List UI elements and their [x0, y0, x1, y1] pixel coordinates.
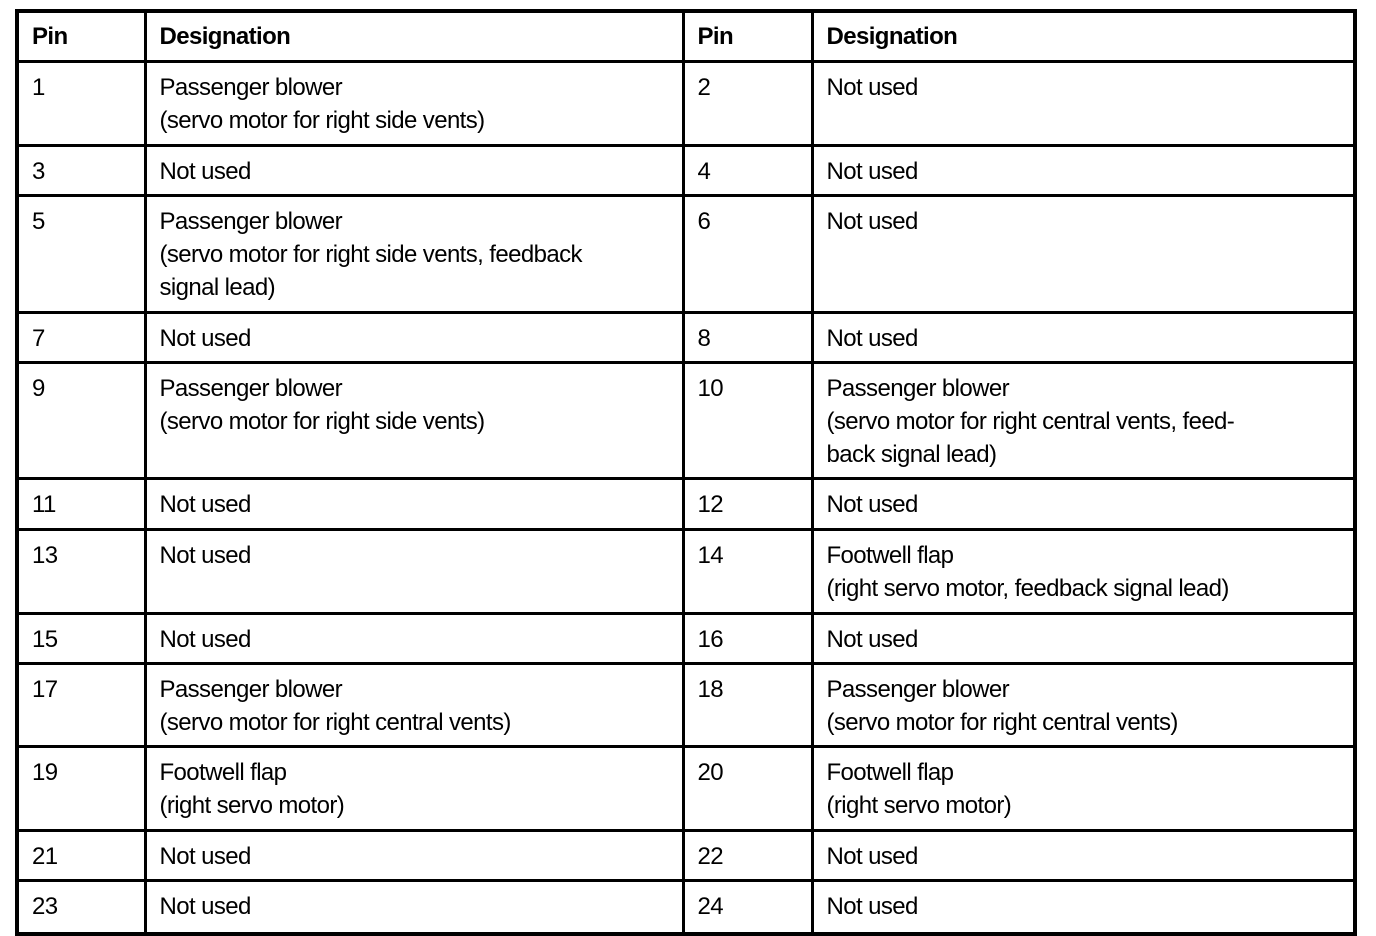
pin-cell: 4 — [681, 144, 814, 197]
pin-cell: 15 — [15, 612, 147, 665]
pin-cell: 21 — [15, 829, 147, 882]
table-header-row: Pin Designation Pin Designation — [15, 9, 1357, 63]
designation-cell: Passenger blower (servo motor for right … — [143, 662, 685, 748]
designation-cell: Footwell flap (right servo motor, feedba… — [810, 528, 1357, 615]
table-row: 9 Passenger blower (servo motor for righ… — [15, 361, 1357, 480]
pin-cell: 2 — [681, 60, 814, 147]
designation-cell: Not used — [143, 311, 685, 364]
designation-cell: Not used — [810, 144, 1357, 197]
designation-cell: Footwell flap (right servo motor) — [143, 745, 685, 832]
designation-cell: Not used — [143, 829, 685, 882]
pin-cell: 10 — [681, 361, 814, 480]
header-designation-right: Designation — [810, 9, 1357, 63]
pin-cell: 1 — [15, 60, 147, 147]
designation-cell: Not used — [810, 60, 1357, 147]
header-pin-left: Pin — [15, 9, 147, 63]
pin-cell: 3 — [15, 144, 147, 197]
table-row: 13 Not used 14 Footwell flap (right serv… — [15, 528, 1357, 615]
designation-cell: Not used — [810, 311, 1357, 364]
designation-cell: Passenger blower (servo motor for right … — [810, 662, 1357, 748]
table-row: 17 Passenger blower (servo motor for rig… — [15, 662, 1357, 748]
pin-cell: 6 — [681, 194, 814, 314]
pin-cell: 11 — [15, 477, 147, 531]
pin-designation-table: Pin Designation Pin Designation 1 Passen… — [15, 9, 1357, 936]
designation-cell: Passenger blower (servo motor for right … — [143, 361, 685, 480]
pin-cell: 8 — [681, 311, 814, 364]
pin-cell: 9 — [15, 361, 147, 480]
designation-cell: Not used — [143, 612, 685, 665]
pin-cell: 5 — [15, 194, 147, 314]
designation-cell: Not used — [810, 612, 1357, 665]
designation-cell: Not used — [810, 477, 1357, 531]
table-row: 7 Not used 8 Not used — [15, 311, 1357, 364]
pin-cell: 19 — [15, 745, 147, 832]
designation-cell: Not used — [810, 194, 1357, 314]
designation-cell: Passenger blower (servo motor for right … — [143, 60, 685, 147]
pin-cell: 18 — [681, 662, 814, 748]
table-row: 11 Not used 12 Not used — [15, 477, 1357, 531]
table-row: 1 Passenger blower (servo motor for righ… — [15, 60, 1357, 147]
designation-cell: Passenger blower (servo motor for right … — [810, 361, 1357, 480]
pin-cell: 16 — [681, 612, 814, 665]
pin-cell: 23 — [15, 879, 147, 935]
designation-cell: Not used — [810, 829, 1357, 882]
table-row: 23 Not used 24 Not used — [15, 879, 1357, 935]
pin-cell: 17 — [15, 662, 147, 748]
table-row: 19 Footwell flap (right servo motor) 20 … — [15, 745, 1357, 832]
table-row: 3 Not used 4 Not used — [15, 144, 1357, 197]
pin-cell: 12 — [681, 477, 814, 531]
designation-cell: Not used — [143, 528, 685, 615]
designation-cell: Not used — [143, 144, 685, 197]
table-row: 21 Not used 22 Not used — [15, 829, 1357, 882]
designation-cell: Footwell flap (right servo motor) — [810, 745, 1357, 832]
pin-cell: 7 — [15, 311, 147, 364]
pin-cell: 22 — [681, 829, 814, 882]
designation-cell: Not used — [143, 477, 685, 531]
pin-cell: 24 — [681, 879, 814, 935]
designation-cell: Not used — [143, 879, 685, 935]
table-row: 15 Not used 16 Not used — [15, 612, 1357, 665]
header-designation-left: Designation — [143, 9, 685, 63]
pin-cell: 13 — [15, 528, 147, 615]
pin-cell: 14 — [681, 528, 814, 615]
designation-cell: Passenger blower (servo motor for right … — [143, 194, 685, 314]
header-pin-right: Pin — [681, 9, 814, 63]
designation-cell: Not used — [810, 879, 1357, 935]
pin-cell: 20 — [681, 745, 814, 832]
table-row: 5 Passenger blower (servo motor for righ… — [15, 194, 1357, 314]
